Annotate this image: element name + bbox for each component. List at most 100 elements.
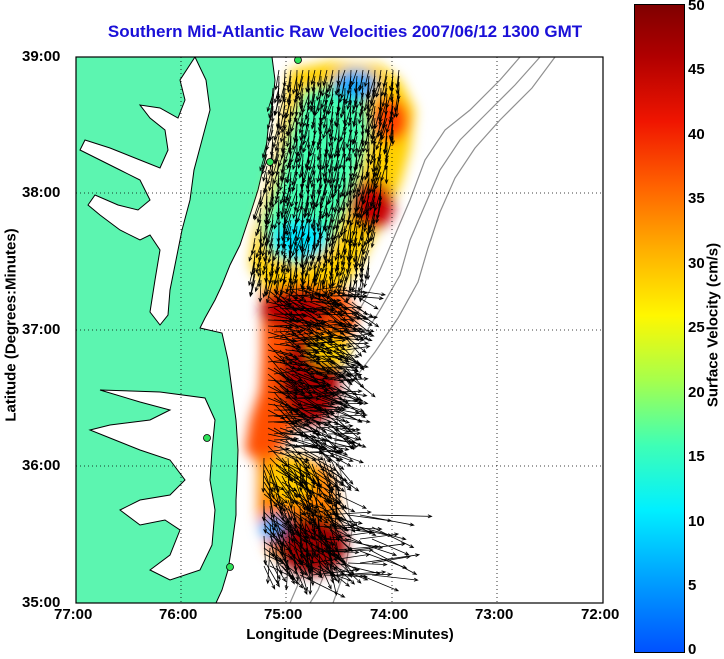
velocity-arrow bbox=[339, 409, 360, 415]
velocity-arrow bbox=[309, 409, 341, 414]
velocity-arrow bbox=[351, 171, 358, 188]
velocity-arrow bbox=[273, 328, 305, 333]
radar-stations bbox=[203, 57, 302, 571]
velocity-arrow bbox=[286, 255, 292, 274]
velocity-arrow bbox=[323, 574, 368, 579]
velocity-arrow bbox=[359, 532, 400, 540]
velocity-arrow bbox=[324, 195, 329, 218]
velocity-arrow bbox=[285, 349, 320, 355]
velocity-arrow bbox=[267, 412, 306, 417]
y-tick-36: 36:00 bbox=[22, 457, 61, 474]
velocity-arrow bbox=[335, 570, 387, 576]
velocity-arrow bbox=[345, 373, 376, 398]
velocity-arrow bbox=[290, 261, 298, 286]
velocity-arrow bbox=[333, 439, 357, 445]
velocity-arrow bbox=[327, 397, 365, 412]
velocity-arrow bbox=[339, 377, 369, 381]
cb-tick-45: 45 bbox=[688, 61, 705, 78]
velocity-arrow bbox=[333, 433, 367, 448]
velocity-arrow bbox=[310, 171, 316, 189]
velocity-arrow bbox=[306, 129, 311, 150]
velocity-arrow bbox=[339, 332, 373, 339]
velocity-arrow bbox=[280, 153, 286, 175]
velocity-arrow bbox=[316, 129, 322, 148]
velocity-arrow bbox=[357, 177, 364, 198]
velocity-arrow bbox=[339, 325, 375, 333]
velocity-arrow bbox=[315, 424, 354, 429]
velocity-arrow bbox=[280, 123, 286, 143]
velocity-arrow bbox=[327, 219, 334, 243]
velocity-arrow bbox=[292, 75, 298, 95]
velocity-arrow bbox=[339, 311, 360, 316]
velocity-arrow bbox=[333, 327, 363, 333]
velocity-arrow bbox=[333, 444, 359, 449]
velocity-arrow bbox=[365, 93, 370, 110]
colorbar-label-wrap: Surface Velocity (cm/s) bbox=[702, 200, 724, 450]
velocity-arrow bbox=[313, 249, 322, 271]
velocity-arrow bbox=[279, 338, 308, 345]
velocity-arrow bbox=[369, 147, 376, 166]
velocity-arrow bbox=[358, 105, 364, 125]
velocity-arrow bbox=[268, 171, 274, 192]
velocity-arrow bbox=[299, 565, 308, 593]
plot-frame bbox=[75, 56, 604, 604]
velocity-arrow bbox=[273, 99, 280, 117]
velocity-arrow bbox=[333, 389, 363, 394]
velocity-arrow bbox=[275, 475, 290, 495]
velocity-arrow bbox=[275, 565, 287, 583]
velocity-arrow bbox=[327, 207, 334, 231]
velocity-arrow bbox=[299, 481, 312, 502]
velocity-arrow bbox=[300, 237, 304, 254]
velocity-arrow bbox=[291, 129, 298, 151]
velocity-arrow bbox=[321, 201, 328, 220]
velocity-arrow bbox=[272, 129, 280, 149]
velocity-arrow bbox=[371, 514, 433, 519]
velocity-arrow bbox=[287, 553, 308, 576]
pamlico-sound bbox=[88, 389, 216, 581]
velocity-arrow bbox=[309, 237, 316, 260]
y-tick-35: 35:00 bbox=[22, 594, 61, 611]
velocity-arrow bbox=[327, 343, 353, 348]
colorbar bbox=[634, 4, 685, 653]
velocity-arrow bbox=[267, 332, 297, 339]
velocity-arrow bbox=[292, 219, 298, 235]
velocity-arrow bbox=[323, 510, 372, 516]
velocity-arrow bbox=[252, 195, 262, 220]
velocity-arrow bbox=[311, 568, 361, 576]
velocity-arrow bbox=[327, 81, 334, 99]
velocity-arrow bbox=[290, 273, 298, 296]
velocity-arrow bbox=[341, 225, 346, 244]
velocity-arrow bbox=[298, 159, 304, 179]
velocity-arrow bbox=[321, 451, 345, 470]
velocity-arrow bbox=[299, 529, 319, 559]
y-axis-label-wrap: Latitude (Degrees:Minutes) bbox=[0, 200, 22, 450]
velocity-arrow bbox=[266, 165, 274, 186]
grid bbox=[76, 57, 603, 603]
velocity-arrow bbox=[249, 279, 256, 297]
velocity-arrow bbox=[263, 559, 280, 588]
velocity-arrow bbox=[287, 493, 307, 516]
map-title: Southern Mid-Atlantic Raw Velocities 200… bbox=[107, 22, 583, 41]
velocity-arrow bbox=[310, 111, 316, 130]
velocity-arrow bbox=[327, 445, 350, 451]
velocity-arrow bbox=[308, 273, 316, 292]
velocity-arrow bbox=[273, 165, 280, 185]
velocity-arrow bbox=[280, 237, 286, 256]
velocity-arrow bbox=[303, 373, 327, 383]
velocity-arrow bbox=[339, 361, 369, 369]
velocity-arrow bbox=[302, 135, 310, 154]
velocity-arrow bbox=[363, 87, 370, 112]
velocity-arrow bbox=[328, 261, 334, 282]
velocity-arrow bbox=[263, 493, 287, 512]
velocity-arrow bbox=[310, 213, 316, 229]
velocity-arrow bbox=[334, 243, 340, 262]
velocity-arrow bbox=[267, 207, 274, 226]
velocity-arrow bbox=[393, 99, 400, 119]
velocity-arrow bbox=[266, 225, 274, 245]
velocity-arrow bbox=[333, 365, 360, 370]
velocity-arrow bbox=[351, 313, 373, 327]
velocity-arrow bbox=[281, 559, 295, 585]
velocity-arrow bbox=[311, 511, 329, 524]
velocity-arrow bbox=[369, 195, 376, 212]
